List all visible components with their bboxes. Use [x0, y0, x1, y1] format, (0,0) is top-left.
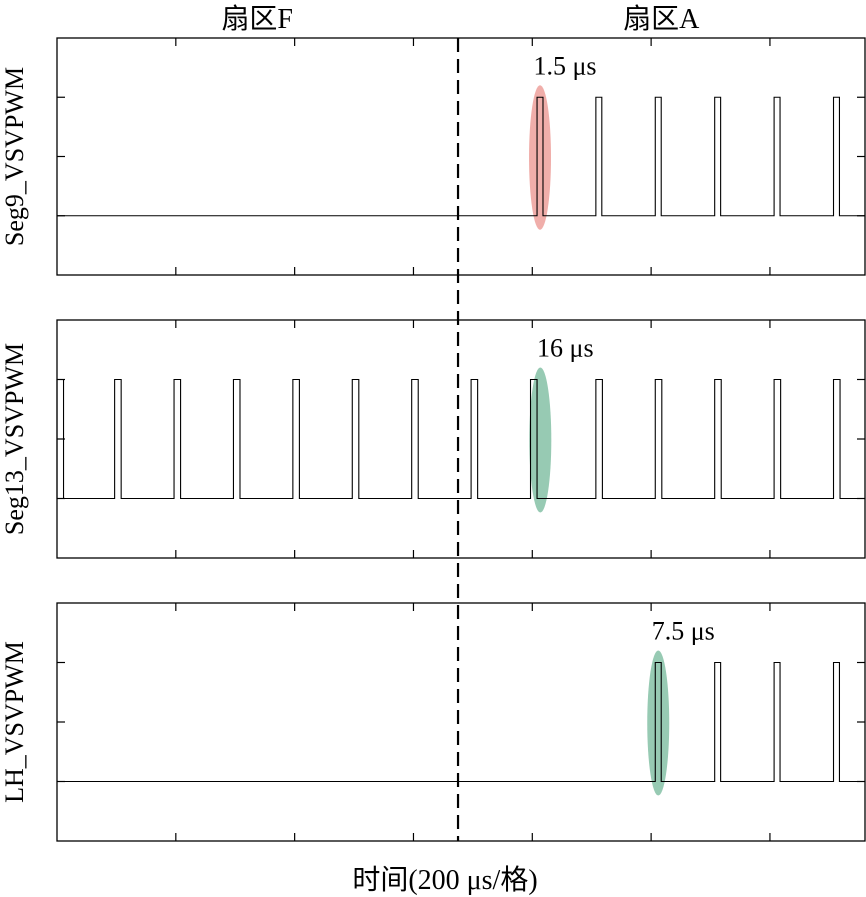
panel-3: 7.5 μs LH_VSVPWM	[0, 602, 866, 842]
plot-frame-2	[56, 319, 866, 559]
y-axis-label-2: Seg13_VSVPWM	[0, 343, 29, 535]
panels-group: 1.5 μs Seg9_VSVPWM 16 μs Seg13_VSVPWM 7.5 μs…	[0, 37, 866, 842]
x-axis-label: 时间(200 μs/格)	[352, 864, 537, 896]
waveform-2	[56, 378, 865, 500]
annotation-label-3: 7.5 μs	[652, 617, 715, 646]
sector-f-label: 扇区F	[221, 3, 293, 35]
y-axis-label-3: LH_VSVPWM	[0, 641, 29, 803]
annotation-label-1: 1.5 μs	[533, 51, 596, 80]
waveform-1	[57, 96, 865, 217]
annotation-label-2: 16 μs	[537, 334, 594, 363]
plot-frame-3	[56, 602, 866, 842]
sector-a-label: 扇区A	[623, 3, 700, 35]
highlight-ellipse-1	[529, 85, 552, 230]
highlight-ellipse-2	[529, 367, 552, 513]
panel-1: 1.5 μs Seg9_VSVPWM	[0, 37, 866, 276]
highlight-ellipse-3	[647, 650, 670, 796]
waveform-3	[57, 661, 865, 783]
plot-frame-1	[56, 37, 866, 276]
y-axis-label-1: Seg9_VSVPWM	[0, 67, 29, 246]
panel-2: 16 μs Seg13_VSVPWM	[0, 319, 866, 559]
